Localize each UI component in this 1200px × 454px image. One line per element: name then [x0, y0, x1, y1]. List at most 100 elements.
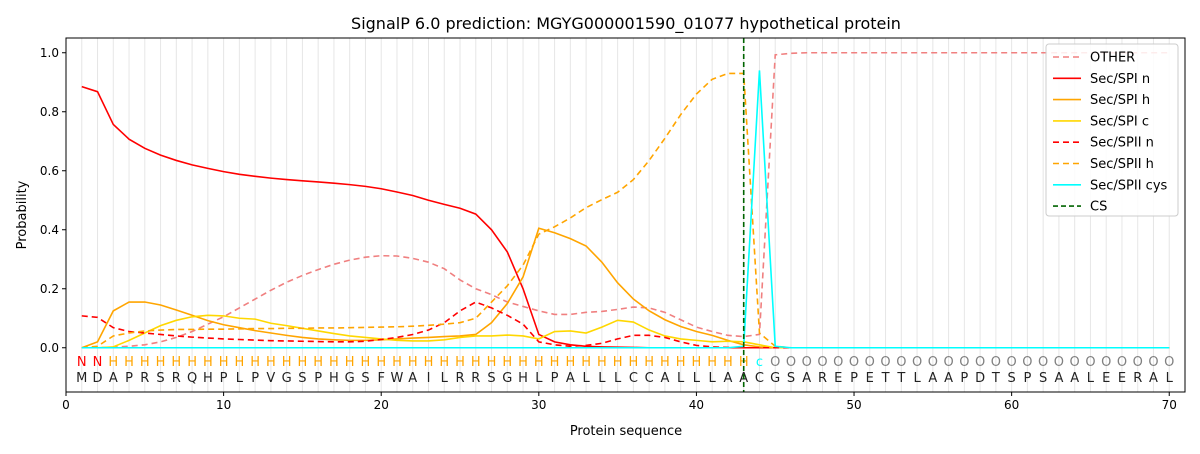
- region-label: O: [1022, 355, 1032, 370]
- residue-letter: G: [282, 371, 292, 386]
- residue-letter: S: [298, 371, 306, 386]
- residue-letter: P: [1023, 371, 1031, 386]
- residue-letter: L: [582, 371, 590, 386]
- x-tick-label: 20: [374, 398, 389, 412]
- residue-letter: L: [913, 371, 921, 386]
- residue-letter: P: [960, 371, 968, 386]
- region-label: H: [187, 355, 197, 370]
- residue-letter: A: [408, 371, 417, 386]
- region-label: O: [1133, 355, 1143, 370]
- region-label: O: [1038, 355, 1048, 370]
- residue-letter: A: [1070, 371, 1079, 386]
- region-label: H: [266, 355, 276, 370]
- residue-letter: P: [850, 371, 858, 386]
- region-label: H: [502, 355, 512, 370]
- residue-letter: C: [629, 371, 638, 386]
- residue-letter: A: [109, 371, 118, 386]
- residue-letter: H: [518, 371, 528, 386]
- residue-letter: L: [709, 371, 717, 386]
- plot-frame: [65, 37, 1186, 393]
- region-label: H: [219, 355, 229, 370]
- residue-letter: F: [377, 371, 384, 386]
- residue-letter: L: [598, 371, 606, 386]
- region-label: H: [424, 355, 434, 370]
- region-label: H: [565, 355, 575, 370]
- region-label: O: [1117, 355, 1127, 370]
- region-label: H: [171, 355, 181, 370]
- y-tick-label: 0.2: [40, 282, 59, 296]
- region-label: H: [376, 355, 386, 370]
- residue-letter: H: [329, 371, 339, 386]
- region-label: H: [597, 355, 607, 370]
- residue-letter: S: [1039, 371, 1047, 386]
- chart-title: SignalP 6.0 prediction: MGYG000001590_01…: [351, 14, 901, 34]
- residue-letter: L: [693, 371, 701, 386]
- legend-label: Sec/SPII h: [1090, 157, 1154, 172]
- region-label: H: [329, 355, 339, 370]
- region-label: c: [756, 355, 763, 370]
- residue-letter: A: [660, 371, 669, 386]
- legend-label: OTHER: [1090, 51, 1135, 66]
- region-label: H: [234, 355, 244, 370]
- region-label: O: [1085, 355, 1095, 370]
- residue-letter: E: [834, 371, 842, 386]
- series-line-sec-spi-c: [81, 314, 1170, 349]
- residue-letter: E: [1102, 371, 1110, 386]
- region-label: O: [959, 355, 969, 370]
- region-label: H: [439, 355, 449, 370]
- region-label: H: [534, 355, 544, 370]
- residue-letter: H: [203, 371, 213, 386]
- residue-letter: G: [502, 371, 512, 386]
- region-label: H: [660, 355, 670, 370]
- residue-letter: A: [723, 371, 732, 386]
- residue-letter: L: [1087, 371, 1095, 386]
- region-label: H: [124, 355, 134, 370]
- region-label: H: [392, 355, 402, 370]
- residue-letter: A: [802, 371, 811, 386]
- region-label: O: [833, 355, 843, 370]
- region-label: O: [1164, 355, 1174, 370]
- residue-letter: L: [236, 371, 244, 386]
- region-label: H: [723, 355, 733, 370]
- region-label: H: [707, 355, 717, 370]
- region-label: O: [865, 355, 875, 370]
- region-label: H: [518, 355, 528, 370]
- region-label: H: [408, 355, 418, 370]
- region-label: O: [943, 355, 953, 370]
- region-label: O: [1148, 355, 1158, 370]
- residue-letter: M: [76, 371, 87, 386]
- region-label: H: [156, 355, 166, 370]
- residue-letter: T: [896, 371, 905, 386]
- residue-letter: R: [140, 371, 149, 386]
- region-label: N: [77, 355, 87, 370]
- y-tick-label: 1.0: [40, 46, 59, 60]
- y-tick-label: 0.0: [40, 341, 59, 355]
- x-tick-label: 0: [62, 398, 70, 412]
- y-tick-label: 0.6: [40, 164, 59, 178]
- residue-letter: P: [125, 371, 133, 386]
- region-label: O: [1101, 355, 1111, 370]
- residue-letter: A: [1149, 371, 1158, 386]
- region-label: O: [802, 355, 812, 370]
- region-label: H: [250, 355, 260, 370]
- region-label: O: [991, 355, 1001, 370]
- region-label: H: [455, 355, 465, 370]
- x-axis-label: Protein sequence: [570, 424, 682, 439]
- residue-letter: L: [441, 371, 449, 386]
- residue-letter: D: [975, 371, 985, 386]
- legend-label: CS: [1090, 200, 1107, 215]
- residue-letter: R: [455, 371, 464, 386]
- residue-letter: P: [314, 371, 322, 386]
- residue-letter: L: [677, 371, 685, 386]
- region-label: H: [550, 355, 560, 370]
- x-tick-label: 50: [846, 398, 861, 412]
- residue-letter: E: [1118, 371, 1126, 386]
- region-label: O: [817, 355, 827, 370]
- residue-letter: R: [1133, 371, 1142, 386]
- residue-letter: P: [251, 371, 259, 386]
- region-label: O: [912, 355, 922, 370]
- residue-letter: L: [1166, 371, 1174, 386]
- residue-letter: Q: [187, 371, 197, 386]
- residue-letter: L: [614, 371, 622, 386]
- residue-letter: C: [645, 371, 654, 386]
